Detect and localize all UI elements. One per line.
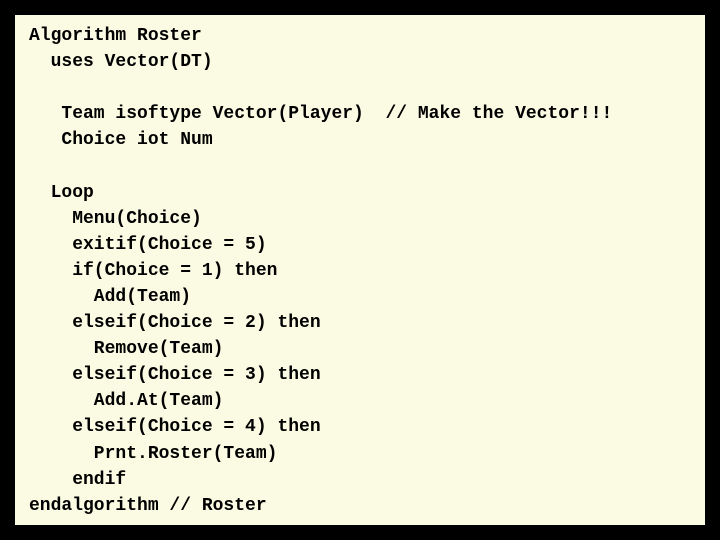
code-block: Algorithm Roster uses Vector(DT) Team is… xyxy=(29,23,691,519)
code-frame: Algorithm Roster uses Vector(DT) Team is… xyxy=(12,12,708,528)
